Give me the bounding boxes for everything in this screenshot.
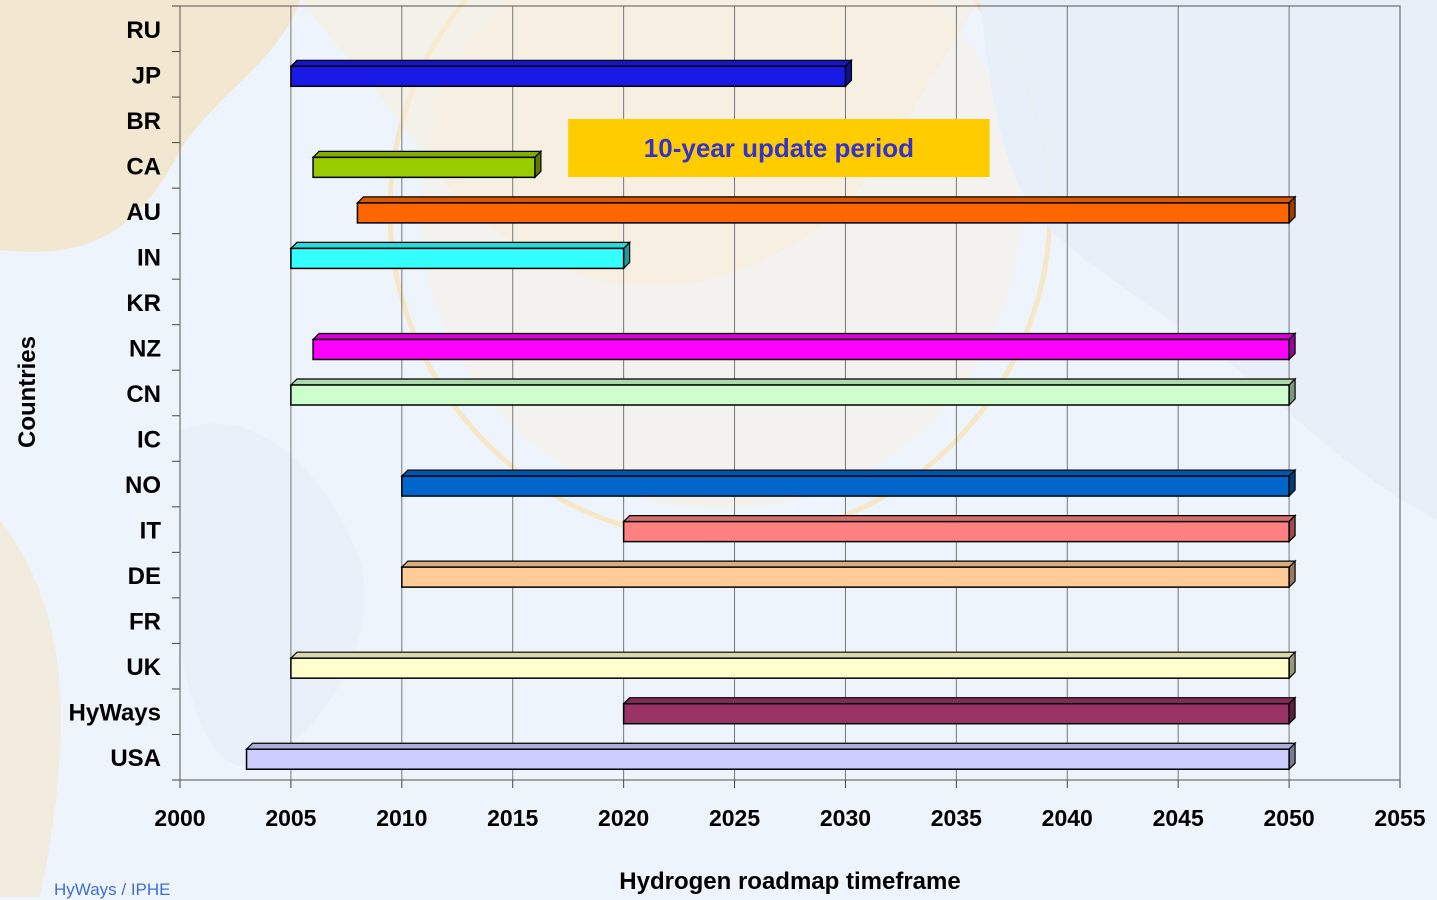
bar-top-face — [400, 469, 1297, 477]
x-tick-label-2025: 2025 — [709, 805, 760, 831]
y-tick-label-usa: USA — [110, 745, 161, 772]
y-tick-labels: RU JP BR CA AU IN KR NZ CN IC NO IT DE FR UK HyWays USA — [69, 17, 162, 772]
bar-top-face — [289, 241, 632, 250]
y-tick-label-in: IN — [137, 244, 161, 271]
range-bars — [245, 58, 1297, 771]
bar-usa — [245, 741, 1297, 771]
bar-front-face — [290, 384, 1290, 406]
y-tick-label-nz: NZ — [129, 335, 161, 362]
annotation-text: 10-year update period — [644, 133, 914, 163]
bar-front-face — [622, 702, 1290, 725]
bar-top-face — [311, 332, 1297, 341]
y-tick-label-ic: IC — [137, 427, 161, 454]
bar-it — [622, 514, 1297, 544]
bar-top-face — [289, 59, 853, 67]
x-tick-label-2055: 2055 — [1374, 805, 1425, 831]
x-tick-label-2010: 2010 — [376, 805, 427, 831]
bar-front-face — [622, 520, 1290, 543]
y-tick-label-fr: FR — [129, 609, 161, 636]
bar-hyways — [622, 696, 1297, 726]
bar-ca — [311, 149, 543, 179]
bar-front-face — [290, 247, 625, 270]
bar-de — [400, 559, 1297, 589]
bar-top-face — [622, 514, 1297, 523]
x-tick-label-2035: 2035 — [931, 805, 982, 831]
bar-top-face — [311, 150, 543, 158]
y-tick-label-br: BR — [126, 108, 161, 135]
bar-front-face — [312, 338, 1290, 361]
bar-front-face — [401, 475, 1290, 497]
y-tick-label-uk: UK — [126, 654, 161, 681]
x-tick-labels: 2000 2005 2010 2015 2020 2025 2030 2035 2040 2045… — [154, 805, 1425, 831]
x-tick-label-2045: 2045 — [1153, 805, 1204, 831]
x-tick-label-2000: 2000 — [154, 805, 205, 831]
bar-nz — [311, 332, 1297, 361]
x-tick-label-2015: 2015 — [487, 805, 538, 831]
bar-cn — [289, 377, 1297, 407]
bar-front-face — [312, 156, 536, 179]
y-tick-label-hyways: HyWays — [69, 700, 161, 727]
bar-top-face — [289, 651, 1297, 659]
y-tick-label-kr: KR — [126, 290, 161, 317]
bar-jp — [289, 58, 853, 88]
bar-au — [356, 195, 1297, 225]
bar-front-face — [356, 202, 1290, 224]
bar-front-face — [245, 748, 1290, 770]
x-tick-label-2050: 2050 — [1264, 805, 1315, 831]
x-axis-title: Hydrogen roadmap timeframe — [619, 868, 960, 895]
annotation-update-period: 10-year update period — [568, 119, 990, 177]
y-axis-title: Countries — [14, 336, 41, 448]
y-tick-label-au: AU — [126, 199, 161, 226]
source-note: HyWays / IPHE — [54, 880, 171, 899]
x-tick-label-2030: 2030 — [820, 805, 871, 831]
bar-front-face — [401, 566, 1290, 588]
x-tick-label-2020: 2020 — [598, 805, 649, 831]
bar-front-face — [290, 657, 1290, 679]
bar-top-face — [245, 742, 1297, 750]
y-tick-label-it: IT — [140, 518, 162, 545]
y-tick-label-ru: RU — [126, 17, 161, 44]
y-tick-label-ca: CA — [126, 153, 161, 180]
annotation-box — [568, 119, 990, 177]
plot-frame — [179, 5, 1401, 781]
x-tick-label-2005: 2005 — [265, 805, 316, 831]
bar-front-face — [290, 65, 847, 88]
bar-uk — [289, 650, 1297, 680]
bar-top-face — [289, 378, 1297, 386]
bar-top-face — [356, 196, 1297, 204]
bar-in — [289, 240, 632, 270]
y-tick-label-cn: CN — [126, 381, 161, 408]
y-tick-label-de: DE — [128, 563, 161, 590]
bar-top-face — [400, 560, 1297, 568]
x-tick-label-2040: 2040 — [1042, 805, 1093, 831]
y-tick-label-no: NO — [125, 472, 161, 499]
y-tick-label-jp: JP — [132, 62, 161, 89]
bar-top-face — [622, 697, 1297, 705]
bar-no — [400, 468, 1297, 498]
